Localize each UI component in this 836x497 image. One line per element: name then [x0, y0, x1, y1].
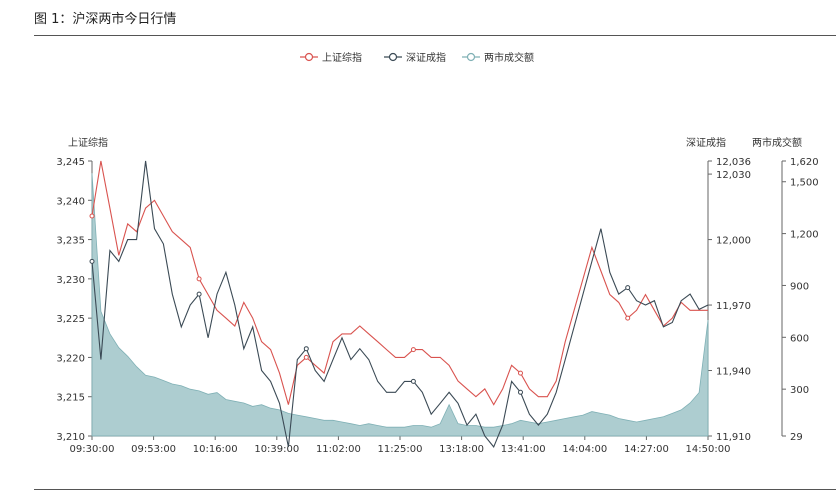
left-tick-label: 3,240 [56, 196, 85, 207]
x-tick-label: 13:41:00 [501, 444, 546, 455]
right1-tick-label: 11,940 [716, 367, 751, 378]
legend-label-1: 深证成指 [406, 51, 446, 64]
series-shenzhen-line-point [518, 389, 523, 395]
right2-tick-label: 1,500 [790, 178, 819, 189]
series-shanghai-line-point [196, 276, 202, 282]
x-tick-label: 09:30:00 [70, 444, 115, 455]
legend-label-2: 两市成交额 [484, 51, 534, 64]
x-tick-label: 14:50:00 [686, 444, 731, 455]
right2-tick-label: 600 [790, 333, 809, 344]
bottom-rule [34, 489, 836, 490]
series-shenzhen-line-point [410, 378, 416, 384]
right2-axis-title: 两市成交额 [752, 136, 802, 149]
series-shenzhen-line-point [625, 285, 631, 291]
legend-label-0: 上证综指 [322, 51, 362, 64]
x-tick-label: 10:16:00 [193, 444, 238, 455]
left-tick-label: 3,215 [56, 393, 85, 404]
right1-tick-label: 12,000 [716, 236, 751, 247]
right2-tick-label: 900 [790, 281, 809, 292]
right2-tick-label: 1,200 [790, 230, 819, 241]
series-shanghai-line [91, 160, 708, 406]
figure-title: 图 1：沪深两市今日行情 [34, 12, 177, 27]
right2-tick-label: 29 [790, 432, 803, 443]
x-tick-label: 14:04:00 [562, 444, 607, 455]
top-rule [34, 35, 836, 36]
axes: 上证综指 深证成指 两市成交额 3,245 3,240 3,235 3,230 3,225 3,… [56, 136, 818, 455]
series-shenzhen-line [91, 160, 709, 448]
series-shanghai-line-point [410, 347, 416, 353]
legend: 上证综指 深证成指 两市成交额 [300, 51, 534, 64]
series-volume-area [91, 173, 709, 437]
series-shanghai-line-point [89, 213, 95, 219]
series-shenzhen-line-point [196, 291, 202, 297]
right2-tick-label: 1,620 [790, 157, 819, 168]
series-shanghai-line-point [625, 315, 631, 321]
legend-marker-1 [388, 52, 398, 62]
x-tick-label: 09:53:00 [131, 444, 176, 455]
x-tick-label: 11:25:00 [378, 444, 423, 455]
right1-tick-label: 11,910 [716, 432, 751, 443]
x-tick-label: 13:18:00 [439, 444, 484, 455]
left-tick-label: 3,230 [56, 275, 85, 286]
series-shanghai-line-point [518, 370, 523, 376]
right1-tick-label: 11,970 [716, 301, 751, 312]
left-tick-label: 3,245 [56, 157, 85, 168]
legend-marker-0 [304, 52, 314, 62]
right1-tick-label: 12,030 [716, 170, 751, 181]
left-tick-label: 3,235 [56, 236, 85, 247]
legend-marker-2 [466, 52, 476, 62]
series-shenzhen-line-point [89, 258, 95, 264]
right1-axis-title: 深证成指 [686, 136, 726, 149]
right2-tick-label: 300 [790, 385, 809, 396]
series-shenzhen-line-point [303, 346, 309, 352]
x-tick-label: 10:39:00 [254, 444, 299, 455]
plot-area [89, 160, 709, 448]
right1-tick-label: 12,036 [716, 157, 751, 168]
series-shanghai-line-point [303, 354, 309, 360]
left-tick-label: 3,210 [56, 432, 85, 443]
left-axis-title: 上证综指 [68, 136, 108, 149]
left-tick-label: 3,225 [56, 314, 85, 325]
x-tick-label: 14:27:00 [624, 444, 669, 455]
x-tick-label: 11:02:00 [316, 444, 361, 455]
left-tick-label: 3,220 [56, 353, 85, 364]
